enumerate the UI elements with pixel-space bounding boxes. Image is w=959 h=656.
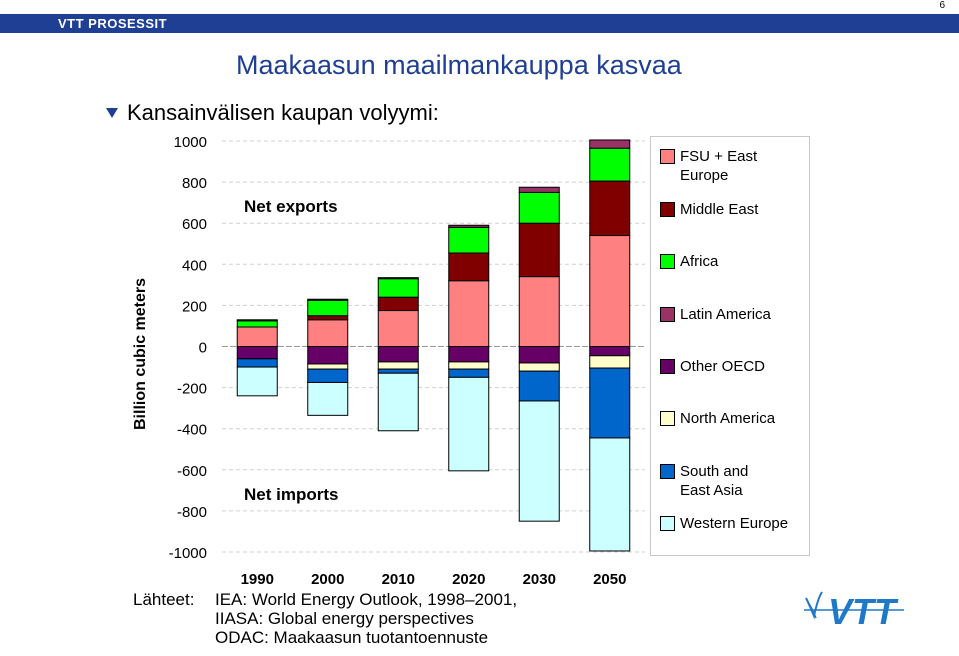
bar-segment (377, 361, 419, 370)
bar-segment (518, 191, 560, 224)
bar-segment (236, 358, 278, 368)
x-tick-label: 1990 (241, 571, 274, 588)
bar-segment (236, 326, 278, 348)
annotation-net-imports: Net imports (244, 485, 338, 504)
legend-swatch (660, 202, 675, 217)
bar-segment (448, 376, 490, 472)
y-tick-label: -400 (177, 422, 207, 439)
legend-swatch (660, 516, 675, 531)
y-tick-label: 0 (199, 340, 207, 357)
y-tick-label: -200 (177, 381, 207, 398)
bar-segment (307, 381, 349, 416)
bar-segment (589, 180, 631, 237)
slide-subtitle: Kansainvälisen kaupan volyymi: (127, 100, 439, 125)
source-line: IIASA: Global energy perspectives (215, 609, 474, 628)
annotation-net-exports: Net exports (244, 197, 338, 216)
legend-label: Africa (680, 253, 719, 270)
legend-label: North America (680, 410, 776, 427)
bar-segment (448, 368, 490, 378)
bar-segment (236, 320, 278, 328)
x-tick-label: 2020 (452, 571, 485, 588)
bar-segment (448, 346, 490, 363)
bar-segment (589, 355, 631, 369)
slide-title: Maakaasun maailmankauppa kasvaa (236, 50, 682, 80)
legend-swatch (660, 149, 675, 164)
y-tick-label: 800 (182, 175, 207, 192)
bar-segment (448, 226, 490, 254)
legend-label: Middle East (680, 201, 759, 218)
legend-swatch (660, 464, 675, 479)
bar-segment (518, 400, 560, 522)
chart-legend (650, 136, 810, 556)
legend-label: Latin America (680, 306, 771, 323)
x-tick-label: 2050 (593, 571, 626, 588)
logo-text: VTT (828, 591, 899, 628)
bullet-triangle-icon (106, 108, 118, 118)
legend-swatch (660, 411, 675, 426)
legend-label: South and East Asia (680, 463, 749, 499)
bar-segment (448, 252, 490, 282)
sources-label: Lähteet: (133, 590, 195, 609)
bar-segment (377, 277, 419, 280)
bar-segment (448, 280, 490, 347)
bar-segment (518, 362, 560, 372)
y-tick-label: -800 (177, 504, 207, 521)
x-tick-label: 2010 (382, 571, 415, 588)
bar-segment (236, 366, 278, 397)
source-line: IEA: World Energy Outlook, 1998–2001, (215, 590, 518, 609)
legend-swatch (660, 307, 675, 322)
y-tick-label: 1000 (174, 134, 207, 151)
bar-segment (236, 346, 278, 360)
bar-segment (377, 278, 419, 298)
bar-segment (377, 310, 419, 348)
legend-swatch (660, 359, 675, 374)
x-tick-label: 2000 (311, 571, 344, 588)
source-line: ODAC: Maakaasun tuotantoennuste (215, 628, 489, 647)
legend-label: Western Europe (680, 515, 789, 532)
bar-segment (307, 319, 349, 348)
bar-segment (589, 437, 631, 552)
bar-segment (307, 368, 349, 383)
bar-segment (307, 346, 349, 365)
bar-segment (377, 368, 419, 374)
y-tick-label: 600 (182, 216, 207, 233)
y-tick-label: -600 (177, 463, 207, 480)
bar-segment (377, 372, 419, 432)
bar-segment (518, 186, 560, 193)
y-tick-label: -1000 (169, 545, 207, 562)
bar-segment (589, 367, 631, 439)
bar-segment (589, 139, 631, 149)
bar-segment (307, 299, 349, 317)
legend-label: Other OECD (680, 358, 766, 375)
legend-label: FSU + East Europe (680, 148, 758, 184)
bar-segment (589, 235, 631, 347)
bar-segment (307, 315, 349, 321)
bar-segment (236, 319, 278, 322)
legend-swatch (660, 254, 675, 269)
bar-segment (448, 361, 490, 370)
bar-segment (589, 147, 631, 182)
page-number: 6 (939, 0, 945, 11)
bar-segment (518, 346, 560, 364)
brand-name: VTT PROSESSIT (58, 16, 168, 31)
y-tick-label: 400 (182, 257, 207, 274)
header-bar (0, 14, 959, 33)
bar-segment (518, 276, 560, 348)
bar-segment (518, 370, 560, 402)
vtt-logo-icon: VTT (804, 591, 904, 628)
bar-segment (307, 298, 349, 301)
bar-segment (307, 363, 349, 370)
bar-segment (589, 346, 631, 357)
bar-segment (377, 296, 419, 312)
x-tick-label: 2030 (523, 571, 556, 588)
y-tick-label: 200 (182, 298, 207, 315)
bar-segment (518, 222, 560, 278)
bar-segment (377, 346, 419, 363)
bar-segment (448, 224, 490, 228)
